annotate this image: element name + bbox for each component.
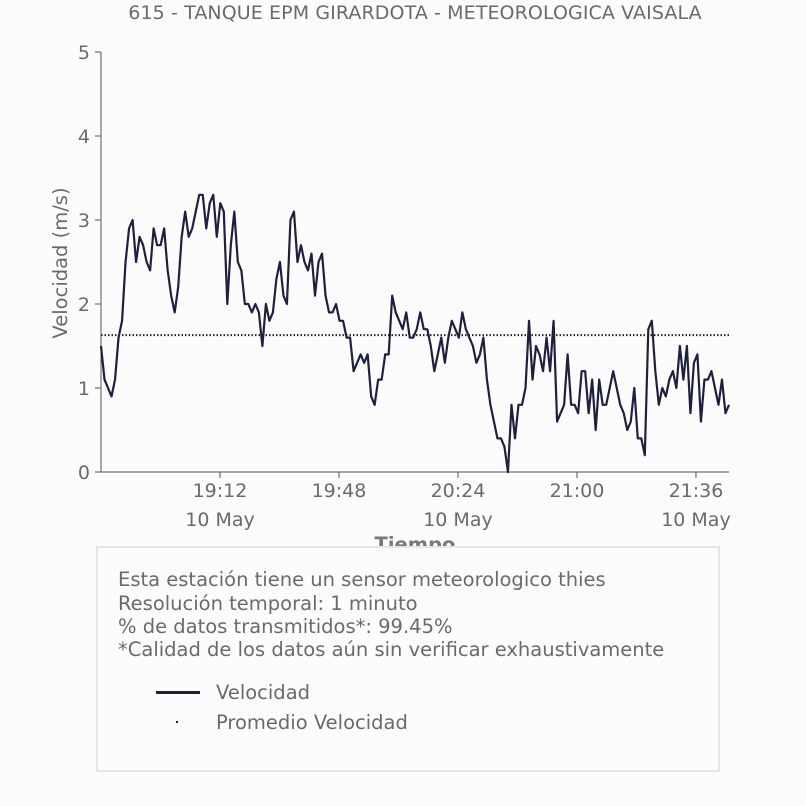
info-transmitted-text: % de datos transmitidos*: 99.45% [118,615,453,638]
chart-series [99,193,731,474]
x-tick-label: 19:48 [312,480,367,502]
info-legend-box: Esta estación tiene un sensor meteorolog… [96,546,720,772]
x-tick-label: 20:24 [431,480,486,502]
legend-label: Velocidad [216,681,311,704]
info-quality-text: *Calidad de los datos aún sin verificar … [118,638,665,661]
y-tick-label: 4 [78,126,90,148]
y-tick-label: 0 [78,462,90,484]
legend-dot-swatch [176,721,178,723]
x-tick-label: 19:12 [193,480,248,502]
info-sensor-text: Esta estación tiene un sensor meteorolog… [118,568,606,591]
y-axis-label: Velocidad (m/s) [49,187,72,338]
x-tick-date-label: 10 May [423,509,493,531]
chart-title: 615 - TANQUE EPM GIRARDOTA - METEOROLOGI… [128,2,702,24]
legend-label: Promedio Velocidad [216,711,408,734]
y-tick-label: 5 [78,42,90,64]
legend-line-swatch [156,691,200,694]
x-tick-label: 21:00 [550,480,605,502]
x-tick-label: 21:36 [669,480,724,502]
info-resolution-text: Resolución temporal: 1 minuto [118,592,418,615]
chart-ticks: 0 1 2 3 4 5 Velocidad (m/s) 19:12 10 May 19:48 20:… [49,42,731,531]
y-tick-label: 3 [78,210,90,232]
x-tick-date-label: 10 May [661,509,731,531]
chart-axes [100,52,729,473]
y-tick-label: 2 [78,294,90,316]
series-line-velocidad [99,193,731,474]
x-tick-date-label: 10 May [185,509,255,531]
y-tick-label: 1 [78,378,90,400]
